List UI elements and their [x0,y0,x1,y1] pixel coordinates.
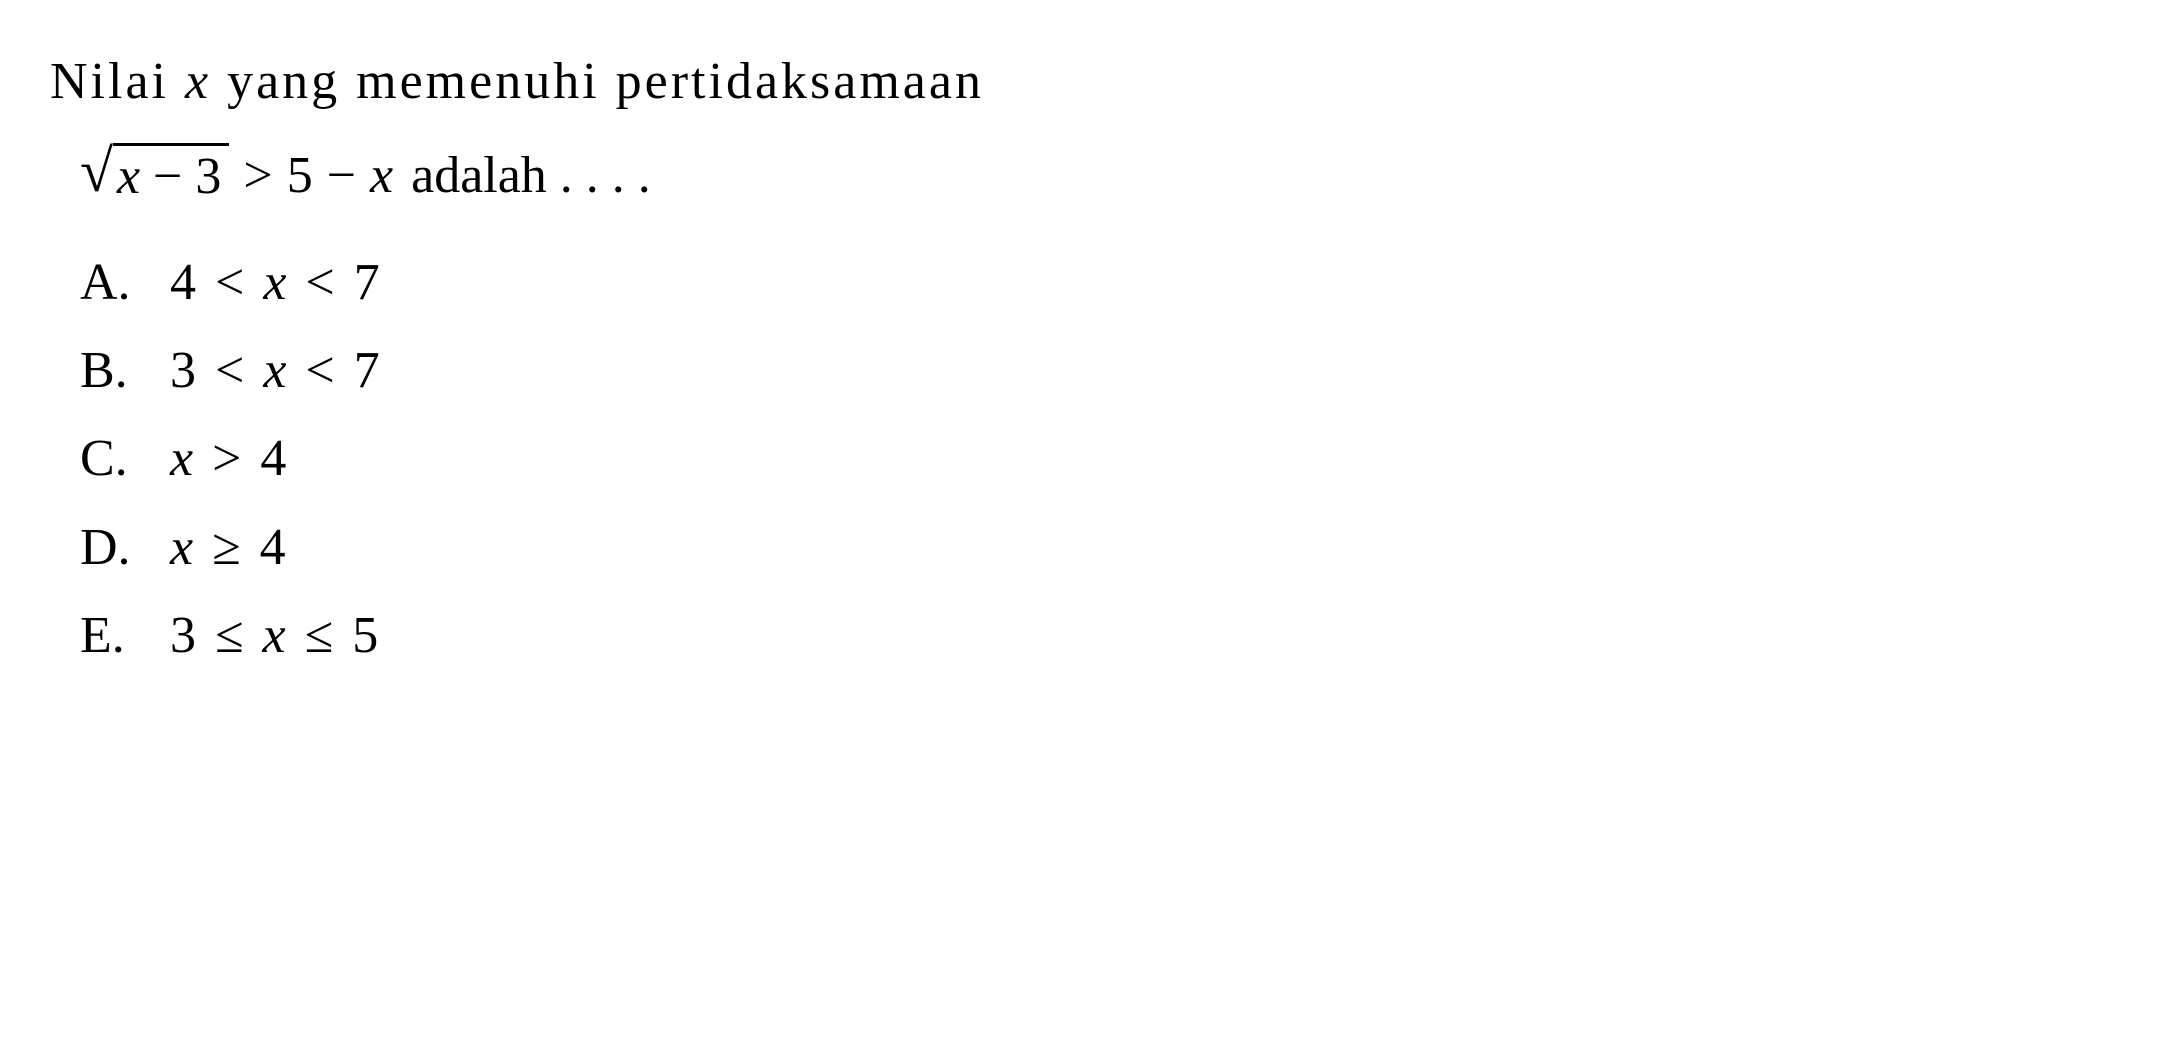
right-num: 5 [352,607,378,664]
right-num: 7 [354,254,380,311]
sqrt-var: x [117,148,140,205]
right-num: 7 [354,342,380,399]
var: x [263,254,286,311]
option-content: 4 < x < 7 [170,239,380,327]
rhs-var: x [370,146,393,205]
greater-than: > [237,146,278,205]
adalah-text: adalah . . . . [411,146,651,205]
op1: < [209,254,250,311]
op2: > [206,430,247,487]
inequality-expression: √ x − 3 > 5 − x adalah . . . . [80,143,2132,208]
rhs-minus: − [321,146,362,205]
right-num: 4 [260,519,286,576]
option-letter: D. [80,504,170,592]
question-text-part1: Nilai [50,53,185,110]
options-list: A. 4 < x < 7 B. 3 < x < 7 C. x > 4 D. x … [80,239,2132,681]
sqrt-num: 3 [195,148,221,205]
option-c: C. x > 4 [80,415,2132,503]
left-num: 3 [170,607,196,664]
question-text-part2: yang memenuhi pertidaksamaan [211,53,984,110]
square-root: √ x − 3 [80,143,229,208]
op1: ≤ [209,607,250,664]
left-num: 4 [170,254,196,311]
var: x [263,342,286,399]
option-content: x ≥ 4 [170,504,286,592]
option-letter: E. [80,592,170,680]
option-e: E. 3 ≤ x ≤ 5 [80,592,2132,680]
sqrt-symbol: √ [80,141,113,201]
op2: < [299,254,340,311]
option-content: x > 4 [170,415,286,503]
right-num: 4 [260,430,286,487]
op2: < [299,342,340,399]
option-content: 3 ≤ x ≤ 5 [170,592,378,680]
sqrt-radicand: x − 3 [113,143,229,208]
sqrt-minus: − [140,148,195,205]
option-d: D. x ≥ 4 [80,504,2132,592]
option-letter: A. [80,239,170,327]
question-prompt: Nilai x yang memenuhi pertidaksamaan [50,40,2132,123]
option-letter: B. [80,327,170,415]
var: x [170,519,193,576]
rhs-num: 5 [287,146,313,205]
option-letter: C. [80,415,170,503]
option-content: 3 < x < 7 [170,327,380,415]
op1: < [209,342,250,399]
op2: ≤ [299,607,340,664]
op2: ≥ [206,519,247,576]
var: x [263,607,286,664]
option-a: A. 4 < x < 7 [80,239,2132,327]
left-num: 3 [170,342,196,399]
var: x [170,430,193,487]
option-b: B. 3 < x < 7 [80,327,2132,415]
question-variable: x [185,53,211,110]
